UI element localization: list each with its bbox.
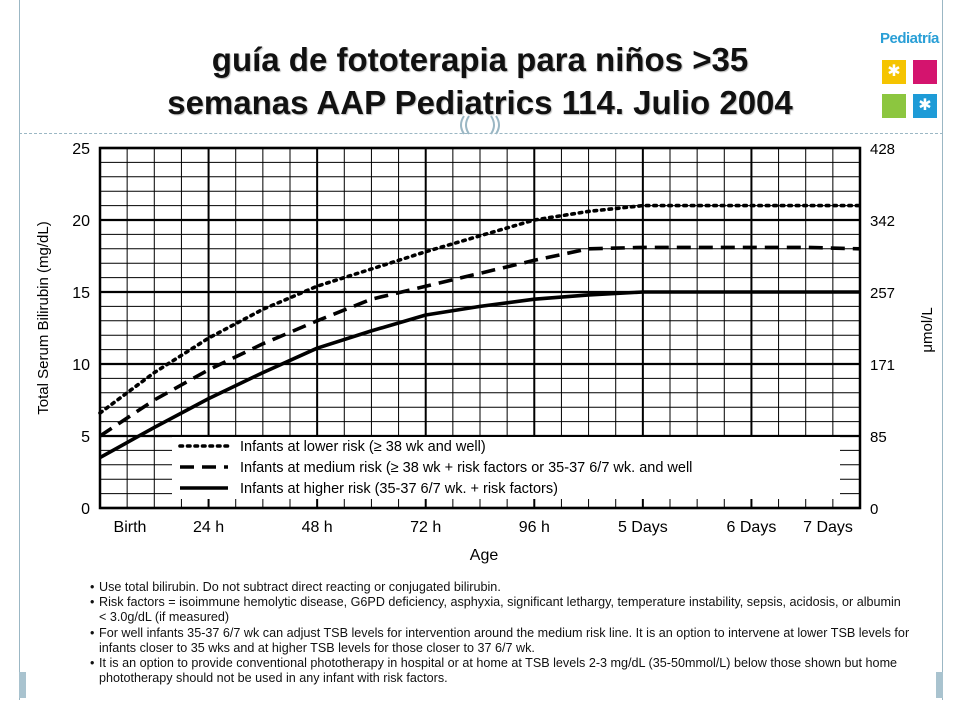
note-text: For well infants 35-37 6/7 wk can adjust… xyxy=(99,625,910,655)
x-tick-label: 5 Days xyxy=(618,519,668,536)
note-text: Risk factors = isoimmune hemolytic disea… xyxy=(99,595,901,625)
note-item: • For well infants 35-37 6/7 wk can adjus… xyxy=(90,626,910,656)
x-tick-label: 72 h xyxy=(410,519,441,536)
legend-label: Infants at higher risk (35-37 6/7 wk. + … xyxy=(240,481,558,497)
legend-label: Infants at medium risk (≥ 38 wk + risk f… xyxy=(240,460,692,476)
logo-tile-blue: ✱ xyxy=(913,94,937,118)
bullet-icon: • xyxy=(90,580,95,594)
bullet-icon: • xyxy=(90,595,95,610)
slide-title: guía de fototerapia para niños >35 seman… xyxy=(60,38,900,124)
x-tick-label: 7 Days xyxy=(803,519,853,536)
note-text: Use total bilirubin. Do not subtract dir… xyxy=(99,580,501,594)
note-item: • Use total bilirubin. Do not subtract di… xyxy=(90,580,910,595)
logo-text: Pediatría xyxy=(880,30,939,47)
y-tick-label: 15 xyxy=(72,285,90,302)
logo-tile-yellow: ✱ xyxy=(882,60,906,84)
x-tick-label: 48 h xyxy=(302,519,333,536)
guideline-notes: • Use total bilirubin. Do not subtract di… xyxy=(90,580,910,686)
logo-tile-green xyxy=(882,94,906,118)
chart-legend: Infants at lower risk (≥ 38 wk and well)… xyxy=(172,437,840,499)
legend-background xyxy=(172,437,840,499)
x-tick-label: Birth xyxy=(114,519,147,536)
slide-title-line-1: guía de fototerapia para niños >35 xyxy=(211,41,749,78)
series-line-solid xyxy=(99,290,860,460)
decorative-bracket-icon xyxy=(460,115,500,135)
y2-axis-title: μmol/L xyxy=(919,307,936,352)
pediatria-logo: Pediatría ✱ ✱ xyxy=(880,30,944,124)
x-axis-title: Age xyxy=(470,547,499,564)
x-tick-label: 24 h xyxy=(193,519,224,536)
y-tick-label: 20 xyxy=(72,213,90,230)
series-line-dashed xyxy=(99,245,861,438)
y2-tick-label: 85 xyxy=(870,429,887,446)
slide-frame-right xyxy=(942,0,943,700)
y-axis-title: Total Serum Bilirubin (mg/dL) xyxy=(35,221,52,414)
x-tick-label: 6 Days xyxy=(727,519,777,536)
x-tick-label: 96 h xyxy=(519,519,550,536)
y2-tick-label: 257 xyxy=(870,285,895,302)
legend-label: Infants at lower risk (≥ 38 wk and well) xyxy=(240,439,486,455)
bullet-icon: • xyxy=(90,656,95,671)
slide-footer-inner xyxy=(26,672,936,698)
plot-border xyxy=(98,146,862,510)
y-tick-label: 0 xyxy=(81,501,90,518)
title-divider xyxy=(19,133,943,134)
chart-axis-labels: 0 5 10 15 20 25 0 85 171 257 342 428 Birth 24 h 48 h 72… xyxy=(35,141,936,564)
y-tick-label: 5 xyxy=(81,429,90,446)
logo-tile-magenta xyxy=(913,60,937,84)
series-line-dotted xyxy=(98,203,862,415)
y2-tick-label: 171 xyxy=(870,357,895,374)
note-text: It is an option to provide conventional … xyxy=(99,656,898,686)
y-tick-label: 25 xyxy=(72,141,90,158)
y2-tick-label: 0 xyxy=(870,501,878,518)
y2-tick-label: 342 xyxy=(870,213,895,230)
child-figure-icon: ✱ xyxy=(887,63,901,80)
slide-frame-left xyxy=(19,0,20,700)
y2-tick-label: 428 xyxy=(870,141,895,158)
bullet-icon: • xyxy=(90,625,95,640)
note-item: • Risk factors = isoimmune hemolytic dise… xyxy=(90,595,910,625)
child-figure-icon: ✱ xyxy=(918,97,932,114)
slide-title-line-2: semanas AAP Pediatrics 114. Julio 2004 xyxy=(167,84,793,121)
y-tick-label: 10 xyxy=(72,357,90,374)
note-item: • It is an option to provide conventional… xyxy=(90,656,910,686)
chart-series xyxy=(98,203,862,460)
